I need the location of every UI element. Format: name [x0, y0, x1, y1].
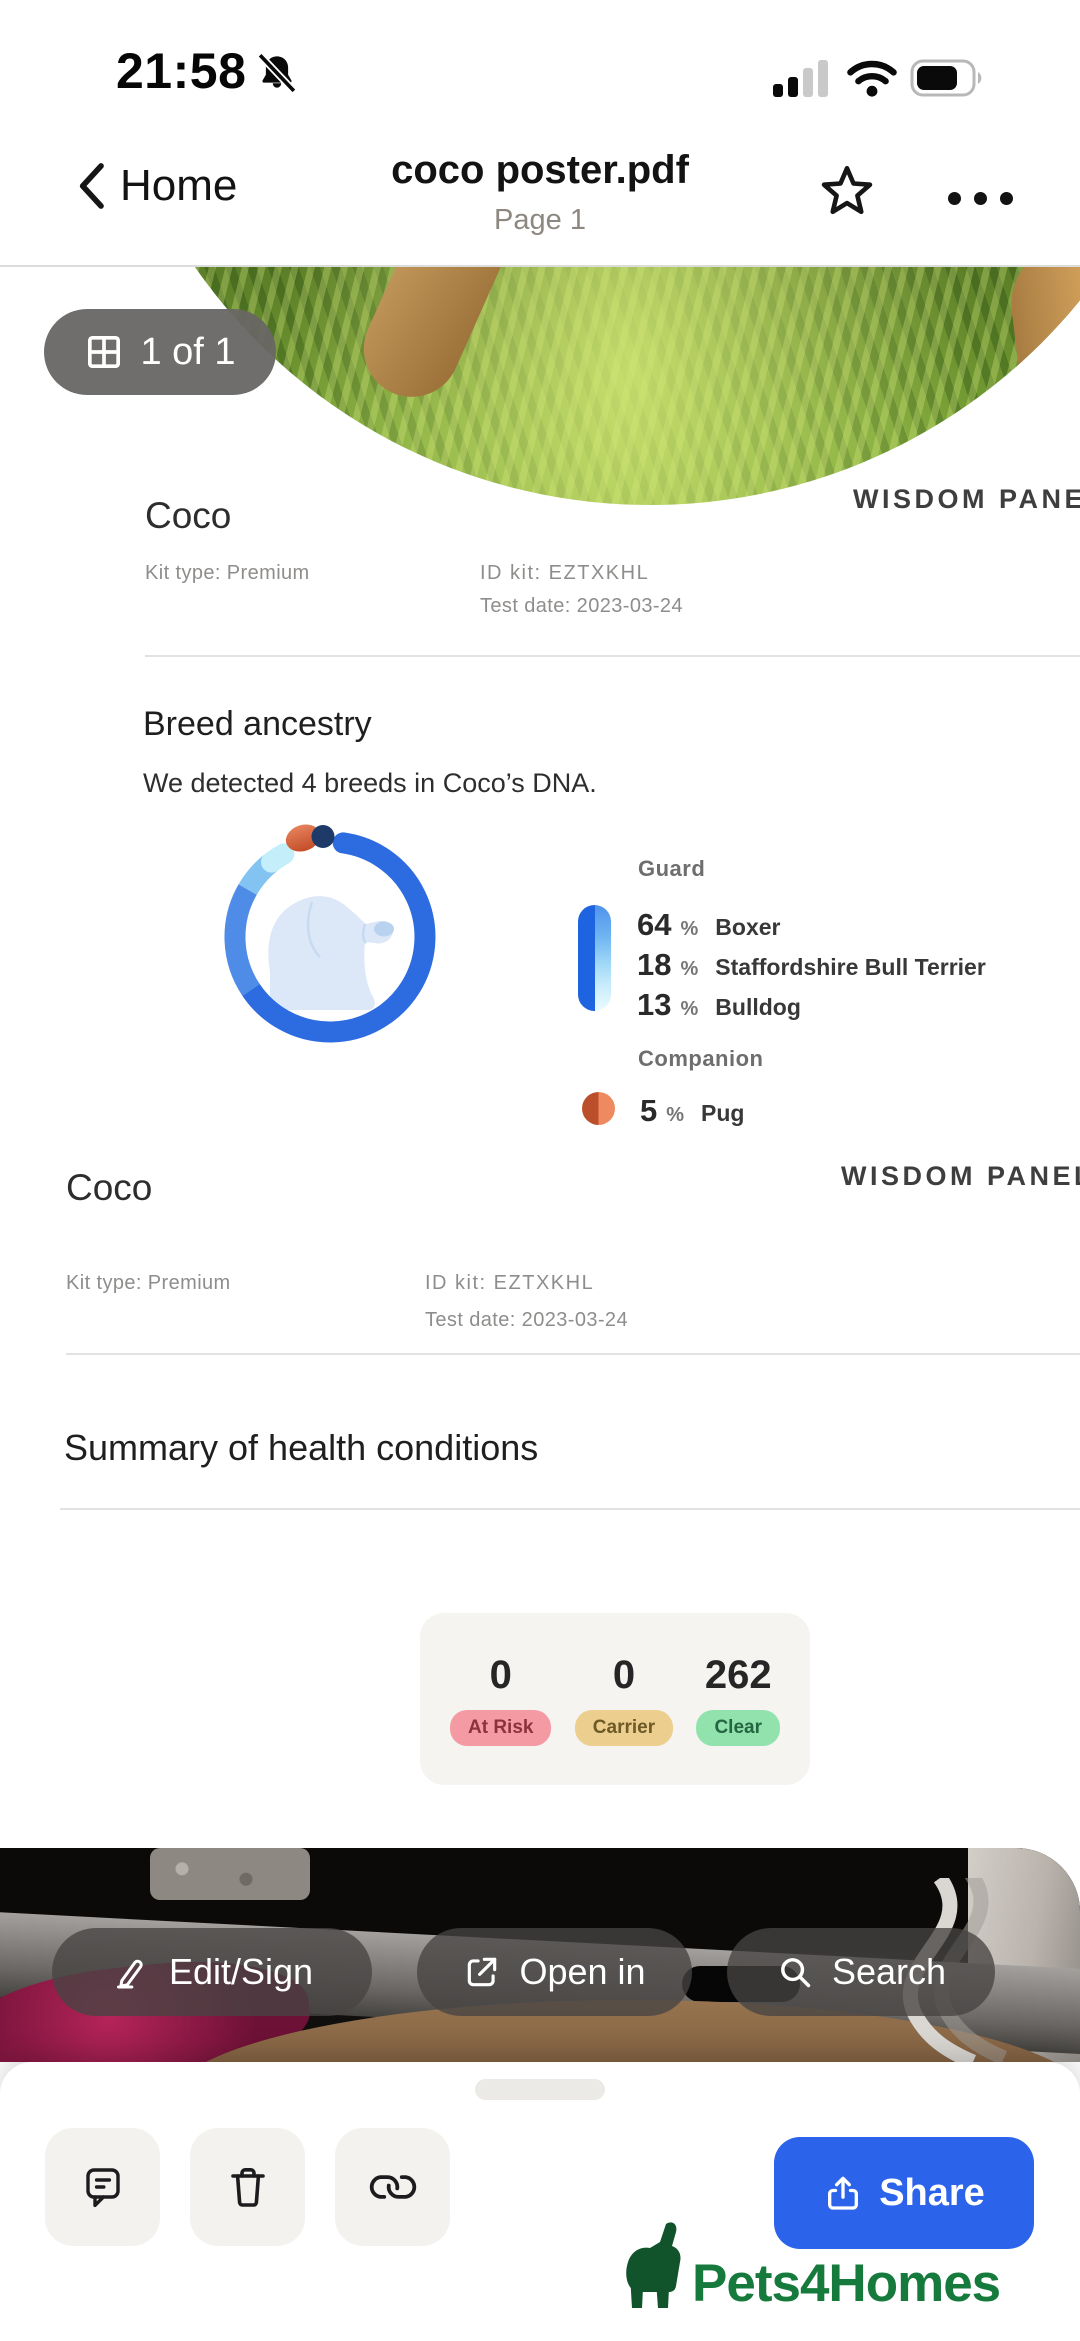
breed-section-title: Breed ancestry — [143, 705, 372, 743]
page-indicator: Page 1 — [494, 204, 586, 236]
drag-handle[interactable] — [475, 2079, 605, 2100]
dot — [948, 192, 961, 205]
breed-pct: 18 — [637, 947, 672, 982]
comment-button[interactable] — [45, 2128, 160, 2246]
breed-pct: 13 — [637, 987, 672, 1022]
breed-row: 5% Pug — [640, 1093, 745, 1128]
share-button[interactable]: Share — [774, 2137, 1034, 2249]
stat-label-badge: Carrier — [574, 1709, 674, 1746]
breed-donut-chart — [224, 824, 436, 1043]
wisdom-panel-logo: WISDOM PANEL — [828, 1160, 1080, 1192]
companion-swatch — [582, 1092, 615, 1125]
background-photo-strip: Edit/Sign Open in Search — [0, 1848, 1080, 2062]
kit-id: ID kit: EZTXKHL — [480, 562, 650, 584]
pet-name-heading: Coco — [66, 1167, 153, 1208]
stat-clear: 262 Clear — [696, 1653, 780, 1746]
breed-row: 64% Boxer — [637, 907, 781, 942]
document-title: coco poster.pdf — [391, 148, 689, 192]
grid-pages-icon — [88, 336, 121, 368]
pet-name-heading: Coco — [145, 495, 232, 536]
pets4homes-text: Pets4Homes — [692, 2254, 1001, 2313]
favorite-star-icon[interactable] — [818, 162, 876, 220]
chevron-left-icon — [79, 163, 104, 209]
back-button[interactable]: Home — [76, 160, 237, 212]
trash-icon — [230, 2168, 265, 2207]
guard-bar-swatch — [578, 905, 611, 1011]
breed-group-guard: Guard — [638, 856, 706, 881]
test-date: Test date: 2023-03-24 — [480, 595, 683, 617]
stat-label-badge: Clear — [696, 1709, 780, 1746]
open-in-icon — [468, 1957, 497, 1987]
test-date: Test date: 2023-03-24 — [425, 1309, 628, 1331]
wifi-icon — [847, 60, 897, 97]
share-label: Share — [879, 2171, 985, 2214]
delete-button[interactable] — [190, 2128, 305, 2246]
copy-link-button[interactable] — [335, 2128, 450, 2246]
dot — [1000, 192, 1013, 205]
open-in-label: Open in — [519, 1951, 646, 1992]
dog-leg — [1004, 267, 1080, 505]
edit-sign-button[interactable]: Edit/Sign — [52, 1928, 372, 2016]
breed-pct: 5 — [640, 1093, 658, 1128]
health-section-title: Summary of health conditions — [64, 1427, 539, 1468]
breed-intro: We detected 4 breeds in Coco’s DNA. — [143, 768, 597, 798]
battery-icon — [910, 59, 982, 97]
search-label: Search — [831, 1951, 947, 1992]
stat-at-risk: 0 At Risk — [450, 1652, 552, 1746]
share-icon — [828, 2176, 859, 2210]
link-icon — [369, 2175, 416, 2199]
kit-type: Kit type: Premium — [66, 1272, 231, 1294]
bell-muted-icon — [257, 52, 297, 94]
wisdom-panel-logo: WISDOM PANEL — [840, 483, 1080, 515]
comment-icon — [85, 2168, 120, 2208]
kit-type: Kit type: Premium — [145, 562, 310, 584]
nav-bar: Home coco poster.pdf Page 1 — [0, 130, 1080, 267]
stat-label-badge: At Risk — [450, 1709, 552, 1746]
brand-text: WISDOM PANEL — [853, 483, 1080, 514]
dog-head-silhouette — [268, 896, 394, 1010]
breed-group-companion: Companion — [638, 1046, 764, 1071]
stat-count: 0 — [489, 1652, 512, 1697]
stat-carrier: 0 Carrier — [574, 1652, 674, 1746]
stat-count: 0 — [612, 1652, 636, 1697]
more-options-button[interactable] — [948, 192, 1013, 205]
breed-row: 18% Staffordshire Bull Terrier — [637, 947, 986, 982]
dot — [974, 192, 987, 205]
open-in-button[interactable]: Open in — [417, 1928, 692, 2016]
breed-name: Boxer — [715, 914, 781, 940]
photo-pattern-item — [150, 1848, 310, 1900]
divider — [60, 1508, 1080, 1510]
divider — [66, 1353, 1080, 1355]
breed-pct: 64 — [637, 907, 672, 942]
search-button[interactable]: Search — [727, 1928, 995, 2016]
pets4homes-dog-icon — [626, 2222, 681, 2308]
breed-name: Bulldog — [715, 994, 801, 1020]
pen-icon — [116, 1959, 143, 1989]
divider — [145, 655, 1080, 657]
dog-leg — [348, 267, 524, 413]
status-time: 21:58 — [116, 43, 247, 99]
breed-row: 13% Bulldog — [637, 987, 801, 1022]
health-stats-card: 0 At Risk 0 Carrier 262 Clear — [420, 1613, 810, 1785]
page-count-label: 1 of 1 — [140, 330, 236, 373]
breed-name: Staffordshire Bull Terrier — [715, 954, 986, 980]
bottom-sheet: Share Pets4Homes — [0, 2062, 1080, 2341]
edit-sign-label: Edit/Sign — [168, 1951, 314, 1992]
kit-id: ID kit: EZTXKHL — [425, 1272, 595, 1294]
search-icon — [781, 1958, 811, 1988]
back-label: Home — [120, 161, 238, 210]
breed-name: Pug — [701, 1100, 745, 1126]
pdf-page-view[interactable]: 1 of 1 Coco WISDOM PANEL Kit type: Premi… — [0, 267, 1080, 1848]
cellular-signal-icon — [773, 60, 828, 97]
page-count-pill[interactable]: 1 of 1 — [44, 309, 276, 395]
stat-count: 262 — [704, 1652, 772, 1697]
brand-text: WISDOM PANEL — [841, 1160, 1080, 1191]
